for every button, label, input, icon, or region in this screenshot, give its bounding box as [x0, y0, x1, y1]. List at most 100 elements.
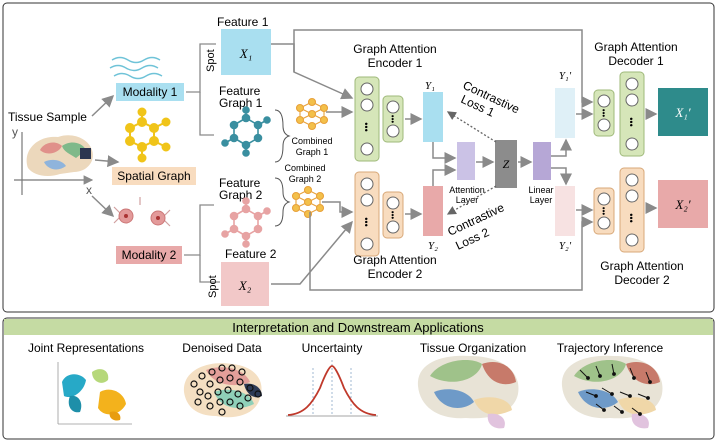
- arrow-x2-encoder2: [271, 220, 353, 285]
- z-latent: [495, 140, 517, 188]
- modality1-label: Modality 1: [123, 85, 178, 99]
- feature-graph2-line2: Graph 2: [219, 188, 263, 202]
- arrow-to-modality2: [91, 195, 115, 218]
- arrow-to-spatial: [94, 155, 120, 168]
- modality1-box: [116, 83, 184, 101]
- brace-2: [274, 177, 291, 227]
- x2p-output: [658, 180, 708, 228]
- y2p-label: Y₂′: [559, 240, 572, 252]
- combined-graph2-line2: Graph 2: [289, 174, 322, 184]
- bottom-frame: [2, 317, 715, 440]
- decoder2-title-line1: Graph Attention: [600, 259, 683, 273]
- linear-layer-line2: Layer: [530, 195, 553, 205]
- feature1-matrix: [221, 29, 271, 75]
- arrow-y2-attention: [432, 164, 457, 186]
- trajectory-inference-label: Trajectory Inference: [557, 341, 664, 355]
- bottom-banner: [4, 319, 713, 335]
- decoder1-title-line2: Decoder 1: [608, 54, 664, 68]
- x2-label: X₂: [238, 278, 252, 293]
- branch-m2-feature: [199, 255, 220, 283]
- decoder1-title-line1: Graph Attention: [594, 40, 677, 54]
- uncertainty-label: Uncertainty: [302, 341, 363, 355]
- attention-layer-box: [457, 142, 475, 180]
- decoder1-dots-a: •••: [599, 109, 608, 118]
- encoder2-title-line2: Encoder 2: [368, 267, 423, 281]
- denoised-data-label: Denoised Data: [182, 341, 262, 355]
- feature-graph2-line1: Feature: [219, 176, 261, 190]
- y2-label: Y₂: [428, 240, 438, 252]
- combined-graph1-line2: Graph 1: [296, 147, 329, 157]
- y1-label: Y₁: [425, 80, 435, 92]
- arrow-to-modality1: [91, 94, 115, 117]
- decoder2-block: ••• •••: [593, 167, 645, 253]
- modality1-source: [109, 56, 163, 80]
- decoder2-dots-b: •••: [626, 213, 636, 222]
- contrastive2-arrow: [446, 185, 497, 215]
- x1p-label: X₁′: [674, 105, 690, 120]
- feature1-label: Feature 1: [217, 15, 269, 29]
- encoder2-dots-a: •••: [361, 217, 371, 226]
- contrastive1-arrow: [446, 111, 497, 143]
- modality2-label: Modality 2: [122, 248, 177, 262]
- decoder1-dots-b: •••: [626, 117, 636, 126]
- combined-graph2-icon: [291, 185, 325, 219]
- arrow-x1-encoder1: [271, 43, 354, 100]
- decoder1-block: ••• •••: [593, 71, 645, 157]
- tissue-axes: y x: [12, 125, 94, 197]
- attention-layer-line1: Attention: [449, 185, 485, 195]
- attention-layer-line2: Layer: [456, 195, 479, 205]
- axis-x-label: x: [86, 183, 92, 197]
- feature-graph1-line2: Graph 1: [219, 96, 263, 110]
- encoder1-dots-a: •••: [361, 122, 371, 131]
- combined-graph1-line1: Combined: [291, 136, 332, 146]
- encoder1-dots-b: •••: [388, 115, 397, 124]
- spot-label-1: Spot: [205, 49, 217, 72]
- arrow-y1-attention: [432, 142, 457, 164]
- x1p-output: [658, 88, 708, 136]
- feature2-label: Feature 2: [225, 247, 277, 261]
- encoder1-block: ••• •••: [354, 76, 404, 162]
- combined-graph2-line1: Combined: [284, 163, 325, 173]
- decoder2-title-line2: Decoder 2: [614, 273, 670, 287]
- combined-graph1-icon: [295, 97, 329, 131]
- encoder2-title-line1: Graph Attention: [353, 253, 436, 267]
- spot-label-2: Spot: [207, 275, 219, 298]
- tissue-organization-label: Tissue Organization: [420, 341, 526, 355]
- main-frame: [2, 2, 715, 313]
- spatial-graph-icon: [125, 107, 171, 163]
- branch-m1-graph: [199, 92, 214, 136]
- tissue-sample-label: Tissue Sample: [8, 110, 87, 124]
- decoder2-dots-a: •••: [599, 207, 608, 216]
- feature-graph1-icon: [221, 106, 271, 157]
- branch-m1-feature: [186, 43, 216, 93]
- umap-scatter-icon: [57, 362, 132, 425]
- uncertainty-curve-icon: [286, 360, 378, 417]
- feature-graph1-line1: Feature: [219, 84, 261, 98]
- joint-representations-label: Joint Representations: [28, 341, 144, 355]
- axis-y-label: y: [12, 125, 18, 139]
- y2-embedding: [423, 186, 443, 236]
- arrow-cg2-encoder2: [322, 201, 354, 218]
- spatial-graph-label: Spatial Graph: [117, 169, 190, 183]
- brain-icon: [26, 135, 93, 176]
- feature2-matrix: [221, 262, 269, 306]
- encoder1-title-line1: Graph Attention: [353, 42, 436, 56]
- y2p-embedding: [555, 186, 575, 236]
- brace-1: [274, 109, 291, 163]
- encoder2-dots-b: •••: [388, 211, 397, 220]
- x1-label: X₁: [239, 46, 252, 61]
- tissue-organization-brain-icon: [417, 355, 519, 429]
- encoder2-block: ••• •••: [354, 171, 404, 257]
- modality2-source: [113, 197, 171, 227]
- feature-graph2-icon: [221, 197, 271, 248]
- encoder1-title-line2: Encoder 1: [368, 56, 423, 70]
- y1-embedding: [423, 92, 443, 142]
- linear-layer-line1: Linear: [528, 185, 553, 195]
- y1p-label: Y₁′: [559, 70, 572, 82]
- arrow-linear-y2p: [551, 167, 572, 186]
- branch-m2-graph: [184, 204, 214, 256]
- skip-connection-1: [293, 29, 594, 108]
- bottom-banner-title: Interpretation and Downstream Applicatio…: [232, 320, 484, 335]
